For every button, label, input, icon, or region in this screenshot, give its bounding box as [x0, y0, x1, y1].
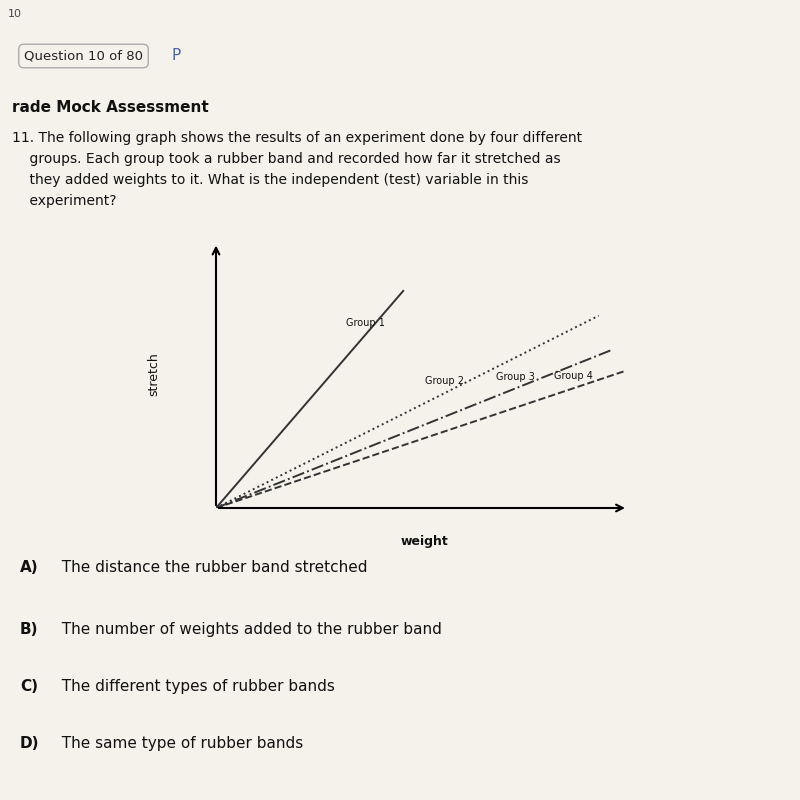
Text: P: P: [171, 49, 181, 63]
Text: Group 4: Group 4: [554, 371, 593, 382]
Text: Group 2: Group 2: [426, 376, 464, 386]
Text: rade Mock Assessment: rade Mock Assessment: [12, 101, 209, 115]
Text: 10: 10: [8, 9, 22, 19]
Text: 11. The following graph shows the results of an experiment done by four differen: 11. The following graph shows the result…: [12, 131, 582, 208]
Text: A): A): [20, 560, 38, 574]
Text: D): D): [20, 736, 39, 750]
Text: The distance the rubber band stretched: The distance the rubber band stretched: [52, 560, 367, 574]
Text: Group 3: Group 3: [496, 372, 535, 382]
Text: C): C): [20, 679, 38, 694]
Text: The same type of rubber bands: The same type of rubber bands: [52, 736, 303, 750]
Text: weight: weight: [400, 534, 448, 548]
Text: B): B): [20, 622, 38, 637]
Text: Question 10 of 80: Question 10 of 80: [24, 50, 143, 62]
Text: Group 1: Group 1: [346, 318, 385, 328]
Text: stretch: stretch: [147, 352, 160, 396]
Text: The different types of rubber bands: The different types of rubber bands: [52, 679, 335, 694]
Text: The number of weights added to the rubber band: The number of weights added to the rubbe…: [52, 622, 442, 637]
